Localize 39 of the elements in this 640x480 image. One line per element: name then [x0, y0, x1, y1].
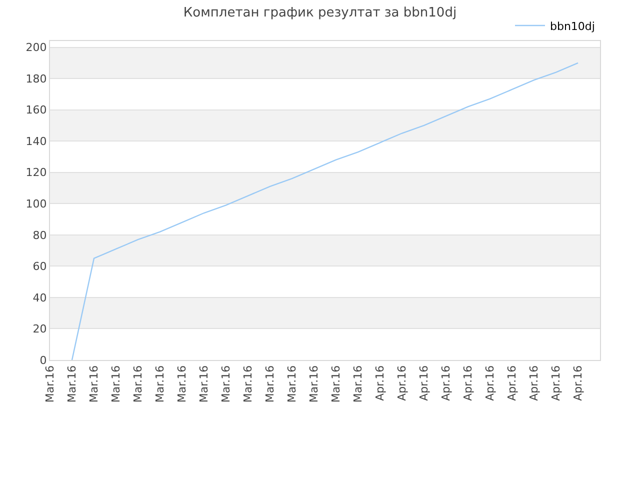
x-tick-label: Apr.16: [506, 365, 519, 401]
legend-label: bbn10dj: [550, 20, 595, 33]
x-tick-label: Mar.16: [132, 365, 145, 403]
y-tick-label: 60: [32, 260, 47, 274]
x-tick-label: Mar.16: [264, 365, 277, 403]
x-tick-label: Apr.16: [440, 365, 453, 401]
x-tick-label: Mar.16: [286, 365, 299, 403]
x-tick-label: Apr.16: [550, 365, 563, 401]
line-series: [71, 62, 579, 360]
y-tick-label: 200: [26, 41, 47, 54]
x-tick-label: Mar.16: [330, 365, 343, 403]
y-tick-label: 160: [26, 104, 47, 117]
x-tick-label: Mar.16: [198, 365, 211, 403]
y-tick-label: 20: [32, 322, 47, 336]
x-tick-label: Mar.16: [66, 365, 79, 403]
x-tick-label: Mar.16: [308, 365, 321, 403]
y-tick-label: 80: [32, 228, 47, 242]
y-tick-label: 0: [40, 354, 47, 367]
chart-title: Комплетан график резултат за bbn10dj: [183, 5, 457, 20]
x-tick-label: Apr.16: [374, 365, 387, 401]
x-tick-label: Apr.16: [484, 365, 497, 401]
x-tick-label: Apr.16: [572, 365, 585, 401]
x-tick-label: Mar.16: [44, 365, 57, 403]
x-tick-label: Mar.16: [154, 365, 167, 403]
y-tick-label: 40: [32, 291, 47, 304]
x-tick-label: Apr.16: [528, 365, 541, 401]
x-tick-label: Mar.16: [220, 365, 233, 403]
x-tick-label: Mar.16: [352, 365, 365, 403]
y-tick-label: 180: [26, 72, 47, 86]
x-tick-label: Mar.16: [110, 365, 123, 403]
y-tick-label: 100: [26, 197, 47, 210]
x-tick-label: Mar.16: [242, 365, 255, 403]
x-tick-label: Apr.16: [418, 365, 431, 401]
y-tick-label: 120: [26, 166, 47, 180]
x-tick-label: Mar.16: [176, 365, 189, 403]
x-tick-label: Apr.16: [462, 365, 475, 401]
x-tick-label: Apr.16: [396, 365, 409, 401]
y-tick-label: 140: [26, 134, 47, 148]
x-tick-label: Mar.16: [88, 365, 101, 403]
